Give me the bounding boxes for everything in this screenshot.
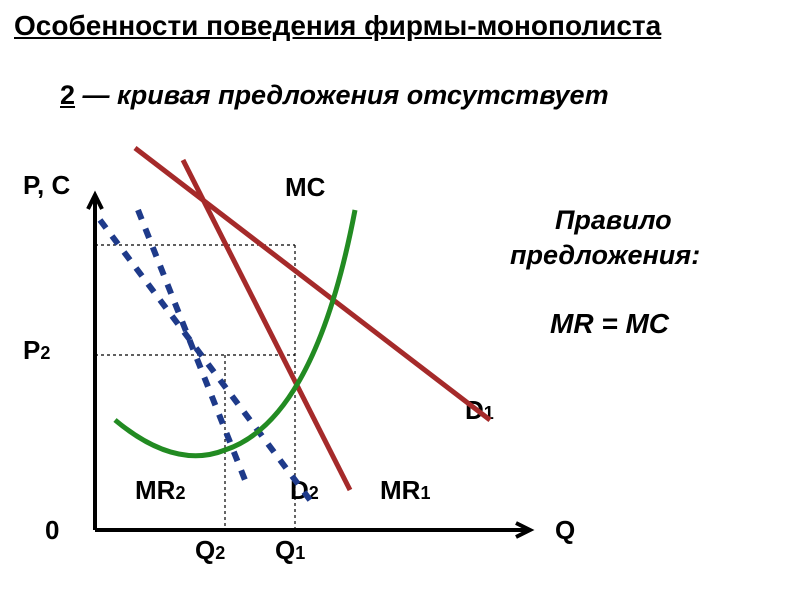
economics-chart [0, 0, 794, 595]
